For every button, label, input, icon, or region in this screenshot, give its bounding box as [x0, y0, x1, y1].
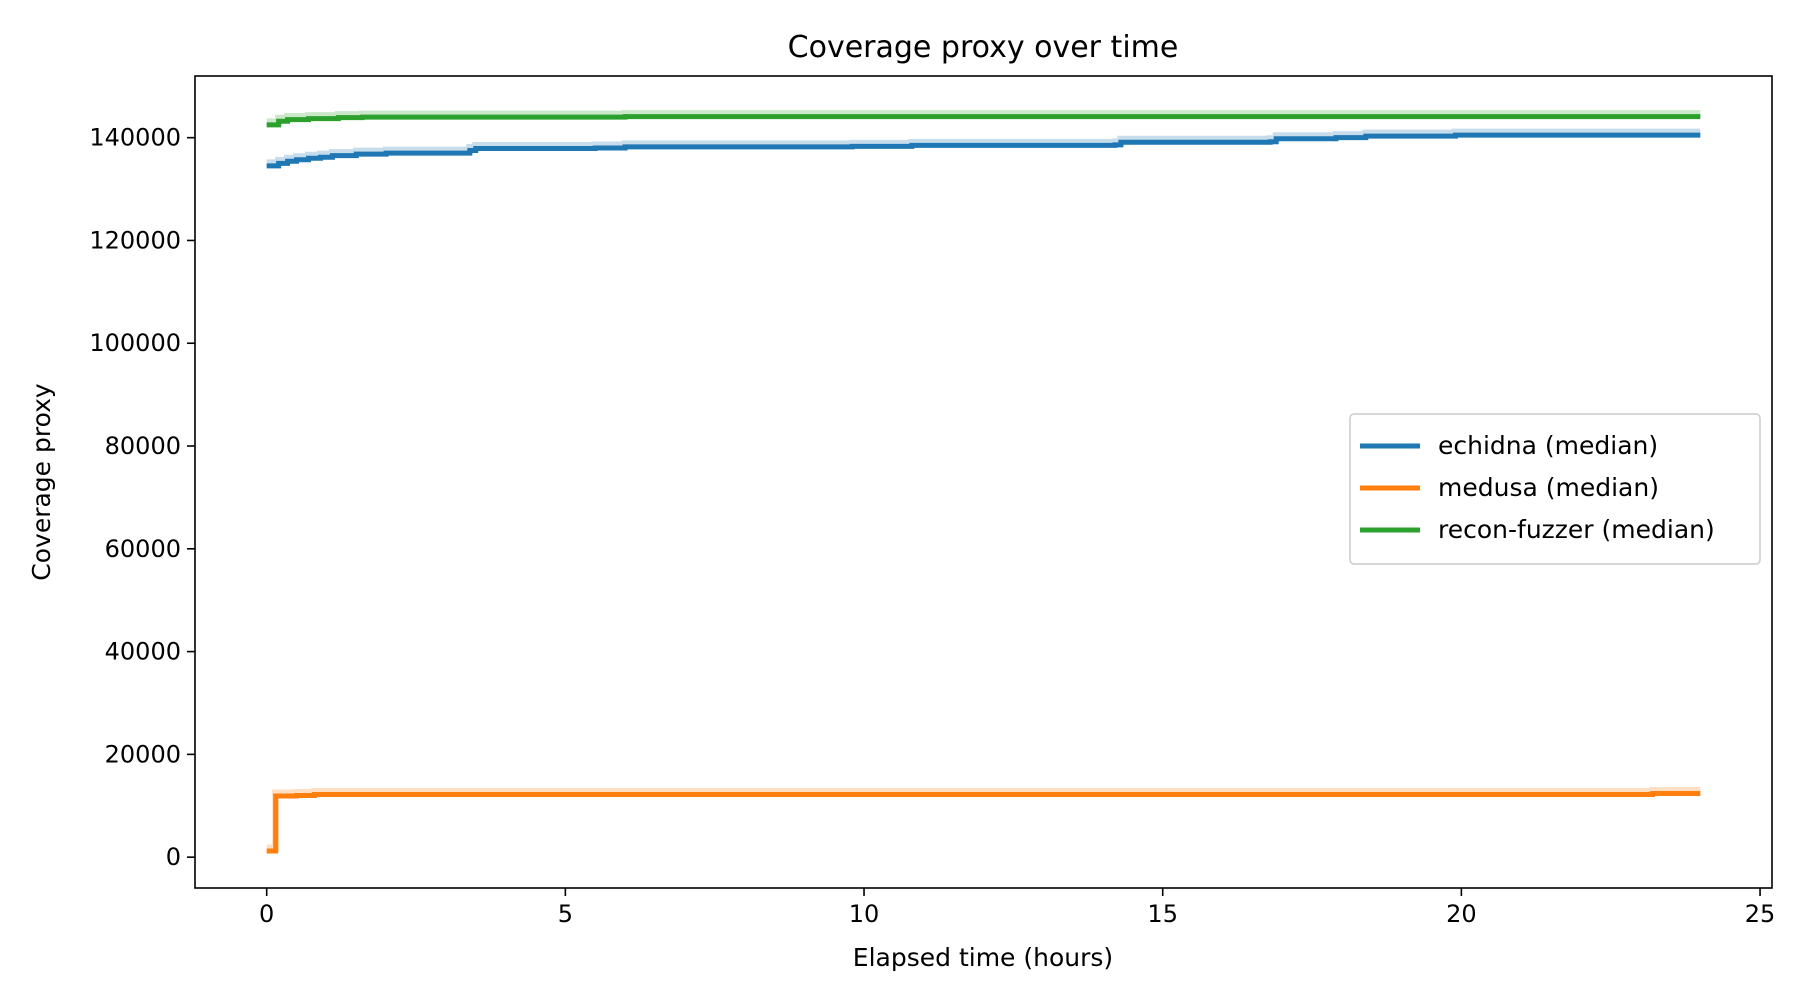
legend-entry: recon-fuzzer (median)	[1438, 515, 1715, 544]
y-tick-label: 40000	[105, 638, 181, 666]
y-axis-ticks: 0 20000 40000 60000 80000 100000 120000 140000	[89, 124, 195, 871]
series-line-2	[266, 114, 1701, 128]
y-tick-label: 100000	[89, 329, 181, 357]
x-tick-label: 20	[1446, 900, 1477, 928]
series-band-2	[266, 110, 1701, 126]
series-lines	[266, 114, 1701, 854]
x-tick-label: 25	[1745, 900, 1776, 928]
legend: echidna (median) medusa (median) recon-fuz…	[1349, 413, 1761, 565]
y-axis-label: Coverage proxy	[27, 383, 56, 581]
x-axis-label: Elapsed time (hours)	[853, 943, 1113, 972]
x-tick-label: 15	[1147, 900, 1178, 928]
y-tick-label: 60000	[105, 535, 181, 563]
x-axis-ticks: 0 5 10 15 20 25	[259, 888, 1775, 928]
series-line-0	[266, 132, 1701, 169]
x-tick-label: 5	[558, 900, 573, 928]
y-tick-label: 80000	[105, 432, 181, 460]
series-line-1	[266, 790, 1701, 854]
x-tick-label: 0	[259, 900, 274, 928]
legend-entry: medusa (median)	[1438, 473, 1659, 502]
legend-entry: echidna (median)	[1438, 431, 1658, 460]
x-tick-label: 10	[849, 900, 880, 928]
chart-title: Coverage proxy over time	[788, 30, 1179, 65]
y-tick-label: 140000	[89, 124, 181, 152]
y-tick-label: 0	[166, 843, 181, 871]
y-tick-label: 120000	[89, 226, 181, 254]
legend-box	[1349, 413, 1761, 565]
series-band-1	[266, 786, 1701, 852]
plot-frame	[194, 75, 1773, 889]
y-tick-label: 20000	[105, 740, 181, 768]
